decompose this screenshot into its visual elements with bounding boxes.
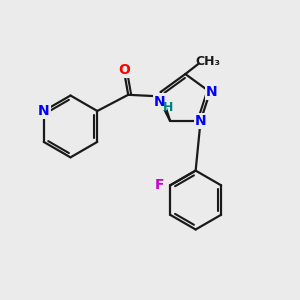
Text: N: N	[195, 114, 206, 128]
Text: CH₃: CH₃	[196, 55, 220, 68]
Text: H: H	[163, 101, 173, 114]
Text: F: F	[155, 178, 165, 192]
Text: N: N	[38, 104, 50, 118]
Text: O: O	[118, 63, 130, 77]
Text: N: N	[154, 94, 166, 109]
Text: N: N	[206, 85, 217, 99]
